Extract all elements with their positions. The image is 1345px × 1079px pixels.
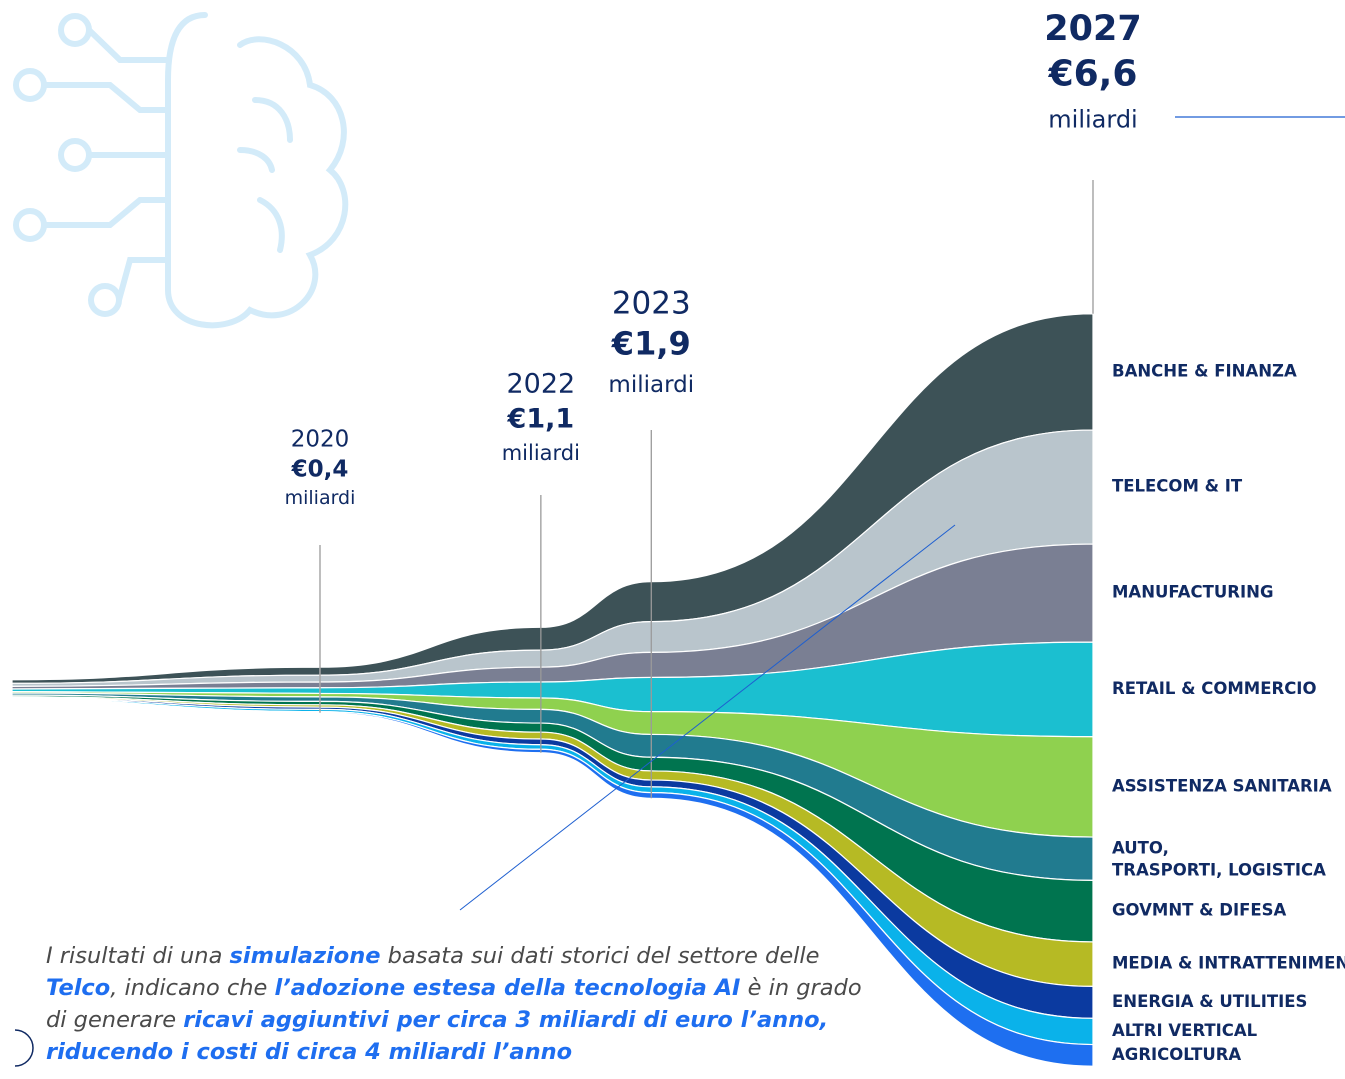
legend-label: ALTRI VERTICAL: [1112, 1021, 1258, 1040]
legend-label: MEDIA & INTRATTENIMENTO: [1112, 954, 1345, 973]
body: {"chart_data": {"type": "stream", "x": […: [0, 0, 1345, 1079]
annotation-highlight: l’adozione estesa della tecnologia AI: [275, 975, 741, 1001]
node: [16, 71, 44, 99]
year-label: 2023: [612, 286, 691, 322]
total-label: €0,4: [291, 456, 349, 482]
page: AI market stream html, body { margin: 0;…: [0, 0, 1345, 1079]
node: [91, 286, 119, 314]
chart: BANCHE & FINANZA TELECOM & IT MANUFACTURIN…: [0, 0, 1345, 1079]
legend-label: ASSISTENZA SANITARIA: [1112, 776, 1332, 795]
node: [61, 141, 89, 169]
brain-icon: [16, 15, 345, 325]
unit-label: miliardi: [1048, 106, 1137, 134]
total-label: €6,6: [1048, 54, 1138, 95]
legend-label: TELECOM & IT: [1112, 477, 1243, 496]
year-label: 2020: [291, 427, 350, 453]
unit-label: miliardi: [285, 487, 356, 509]
legend-label: AUTO, TRASPORTI, LOGISTICA: [1112, 838, 1326, 879]
annotation-text: , indicano che: [110, 975, 274, 1001]
legend-label: ENERGIA & UTILITIES: [1112, 992, 1307, 1011]
legend-label: MANUFACTURING: [1112, 583, 1274, 602]
legend-label: GOVMNT & DIFESA: [1112, 901, 1287, 920]
legend-label-line: AUTO,: [1112, 838, 1169, 857]
legend-label: RETAIL & COMMERCIO: [1112, 679, 1316, 698]
bullet-mark: [15, 1030, 33, 1066]
node: [16, 211, 44, 239]
annotation-highlight: simulazione: [230, 943, 381, 969]
infographic: BANCHE & FINANZA TELECOM & IT MANUFACTURIN…: [0, 0, 1345, 1079]
unit-label: miliardi: [608, 372, 694, 398]
legend-label: AGRICOLTURA: [1112, 1045, 1241, 1064]
brain-outline: [168, 15, 345, 325]
node: [61, 16, 89, 44]
total-label: €1,9: [611, 324, 691, 362]
year-label: 2022: [506, 369, 575, 400]
year-label: 2027: [1044, 9, 1141, 49]
annotation-text: basata sui dati storici del settore dell…: [381, 943, 820, 969]
total-label: €1,1: [507, 404, 575, 435]
brain-folds: [240, 100, 290, 250]
annotation-text: I risultati di una: [46, 943, 230, 969]
legend-label: BANCHE & FINANZA: [1112, 361, 1297, 380]
annotation: I risultati di una simulazione basata su…: [46, 940, 886, 1068]
unit-label: miliardi: [502, 441, 580, 465]
annotation-highlight: Telco: [46, 975, 110, 1001]
legend-label-line: TRASPORTI, LOGISTICA: [1112, 860, 1326, 879]
